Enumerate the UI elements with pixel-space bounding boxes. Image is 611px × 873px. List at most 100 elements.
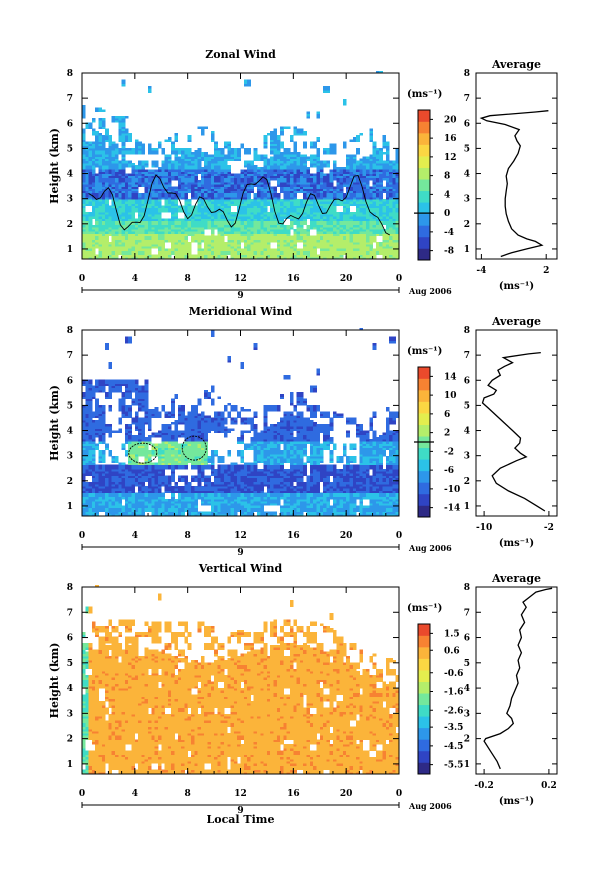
heatmap-cell (121, 190, 126, 194)
heatmap-cell (280, 246, 284, 249)
heatmap-cell (194, 190, 198, 194)
heatmap-cell (385, 160, 390, 164)
heatmap-cell (263, 182, 268, 185)
heatmap-cell (379, 152, 383, 155)
heatmap-cell (247, 192, 251, 196)
heatmap-cell (349, 203, 354, 206)
heatmap-cell (220, 182, 225, 185)
heatmap-cell (326, 239, 331, 243)
heatmap-cell (164, 158, 169, 162)
heatmap-cell (293, 256, 298, 260)
heatmap-cell (247, 150, 251, 153)
heatmap-cell (299, 160, 304, 164)
heatmap-cell (121, 160, 126, 164)
heatmap-cell (276, 175, 281, 179)
heatmap-cell (95, 241, 99, 245)
heatmap-cell (194, 209, 198, 213)
heatmap-cell (181, 197, 185, 200)
heatmap-cell (204, 188, 208, 192)
heatmap-cell (85, 154, 89, 157)
heatmap-cell (362, 182, 367, 185)
heatmap-cell (227, 207, 231, 211)
heatmap-cell (157, 173, 162, 177)
heatmap-cell (306, 186, 311, 189)
heatmap-cell (200, 207, 205, 211)
heatmap-cell (101, 252, 106, 256)
heatmap-cell (148, 171, 152, 174)
heatmap-cell (233, 173, 238, 177)
heatmap-cell (157, 171, 162, 174)
heatmap-cell (313, 244, 317, 247)
heatmap-cell (379, 182, 383, 185)
heatmap-cell (395, 239, 400, 243)
heatmap-cell (105, 220, 109, 224)
heatmap-cell (230, 188, 235, 192)
heatmap-cell (326, 162, 331, 166)
heatmap-cell (313, 162, 317, 166)
heatmap-cell (91, 233, 96, 236)
heatmap-cell (362, 246, 367, 249)
heatmap-cell (194, 224, 198, 228)
heatmap-cell (273, 201, 278, 204)
heatmap-cell (342, 216, 347, 219)
heatmap-cell (85, 246, 89, 249)
heatmap-cell (356, 205, 360, 209)
heatmap-cell (174, 205, 179, 209)
heatmap-cell (286, 203, 291, 206)
heatmap-cell (101, 150, 106, 153)
heatmap-cell (181, 256, 185, 260)
heatmap-cell (190, 164, 195, 168)
heatmap-cell (91, 256, 96, 260)
heatmap-cell (316, 111, 321, 115)
heatmap-cell (190, 194, 195, 198)
heatmap-cell (247, 214, 251, 217)
heatmap-cell (108, 171, 113, 174)
heatmap-cell (124, 233, 129, 236)
heatmap-cell (323, 199, 327, 202)
heatmap-cell (290, 216, 294, 219)
heatmap-cell (227, 233, 231, 236)
heatmap-cell (253, 184, 258, 187)
heatmap-cell (157, 239, 162, 243)
heatmap-cell (309, 162, 314, 166)
heatmap-cell (197, 150, 202, 153)
heatmap-cell (190, 233, 195, 236)
heatmap-cell (171, 224, 175, 228)
heatmap-cell (233, 254, 238, 258)
heatmap-cell (220, 199, 225, 202)
heatmap-cell (313, 188, 317, 192)
heatmap-cell (118, 212, 123, 215)
heatmap-cell (171, 241, 175, 245)
heatmap-cell (134, 197, 139, 200)
heatmap-cell (283, 167, 288, 170)
heatmap-cell (276, 237, 281, 241)
heatmap-cell (85, 216, 89, 219)
heatmap-cell (306, 209, 311, 213)
heatmap-cell (164, 231, 169, 234)
heatmap-cell (365, 164, 370, 168)
heatmap-cell (111, 192, 116, 196)
heatmap-cell (356, 190, 360, 194)
heatmap-cell (210, 212, 215, 215)
heatmap-cell (124, 235, 129, 239)
heatmap-cell (227, 147, 231, 151)
heatmap-cell (223, 141, 228, 145)
heatmap-cell (217, 164, 222, 168)
heatmap-cell (194, 239, 198, 243)
heatmap-cell (356, 152, 360, 155)
heatmap-cell (121, 246, 126, 249)
heatmap-cell (392, 256, 397, 260)
heatmap-cell (174, 222, 179, 226)
heatmap-cell (141, 256, 146, 260)
heatmap-cell (217, 179, 222, 183)
heatmap-cell (115, 222, 119, 226)
heatmap-cell (276, 160, 281, 164)
heatmap-cell (167, 169, 172, 172)
heatmap-cell (184, 237, 189, 241)
heatmap-cell (82, 244, 86, 247)
heatmap-cell (167, 207, 172, 211)
heatmap-cell (395, 152, 400, 155)
heatmap-cell (379, 197, 383, 200)
heatmap-cell (82, 381, 86, 384)
heatmap-cell (346, 235, 350, 239)
